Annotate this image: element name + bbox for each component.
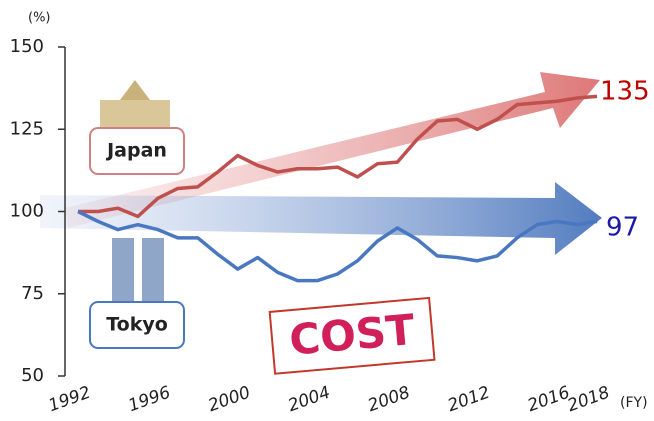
x-tick-label: 2004 [285,383,332,417]
cost-illustration: COST [268,296,436,375]
y-tick-label: 125 [10,118,44,139]
x-tick-label: 1992 [46,383,93,417]
y-tick-label: 75 [21,283,44,304]
line [78,94,598,219]
y-axis-label: (%) [28,11,51,26]
legend-label: Tokyo [106,314,168,336]
trend-arrow [40,182,602,255]
building-icon [100,80,170,308]
legend-box [89,127,185,175]
end-value-label: 97 [606,213,639,243]
x-tick-label: 2000 [206,383,253,417]
x-axis-label: (FY) [620,395,648,411]
legend-box [89,301,185,349]
y-tick-label: 50 [21,365,44,386]
x-tick-label: 2008 [365,383,413,417]
x-tick-label: 2018 [565,383,613,417]
x-tick-label: 2012 [445,383,492,417]
annotation: COST [287,305,417,365]
line [77,209,598,283]
trend-arrow [65,72,600,228]
legend-label: Japan [105,140,167,162]
y-tick-label: 100 [10,201,44,222]
end-value-label: 135 [600,77,650,107]
x-tick-label: 1996 [126,383,174,417]
y-tick-label: 150 [10,36,44,57]
